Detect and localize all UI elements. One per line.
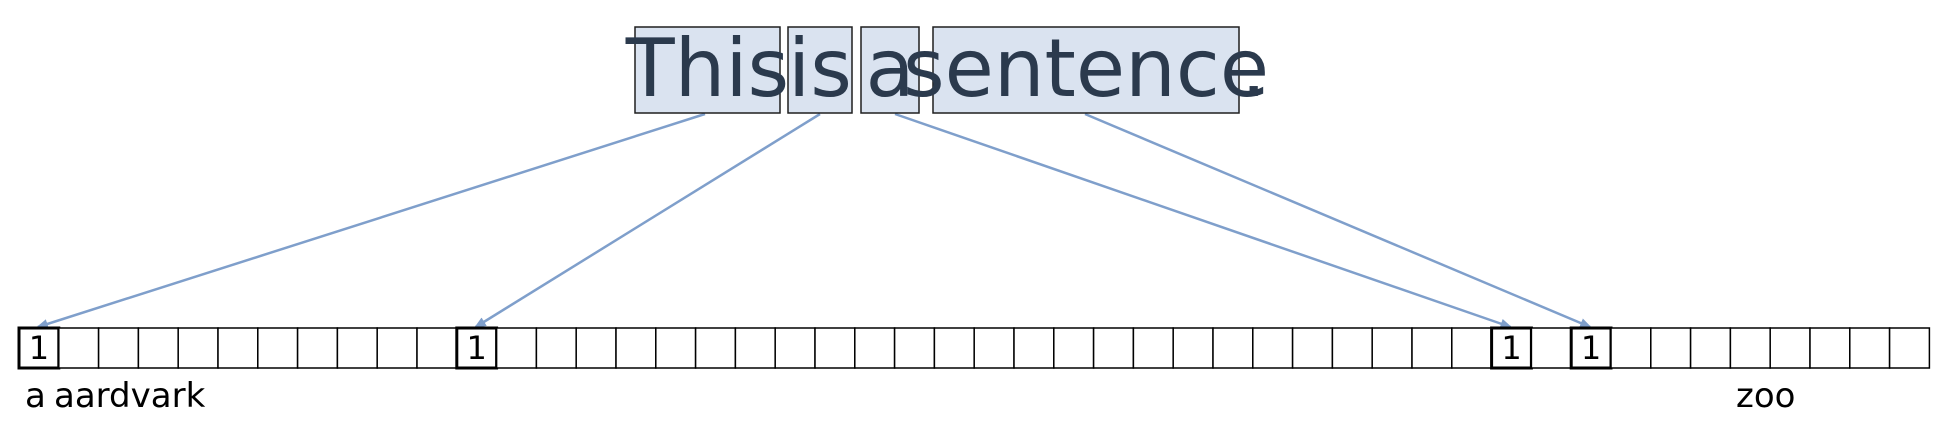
vector-cell-hot	[1569, 326, 1613, 370]
vector-cell-value: 1	[1501, 329, 1521, 367]
vector-cell	[137, 327, 179, 369]
vector-cell	[1013, 327, 1055, 369]
vector-cell	[1053, 327, 1095, 369]
vector-cell	[217, 327, 259, 369]
word-box	[860, 26, 920, 114]
vector-cell	[1092, 327, 1135, 369]
word-box	[787, 26, 853, 114]
word-to-cell-arrow	[35, 112, 706, 329]
vector-cell-value: 1	[29, 329, 49, 367]
word-box	[634, 26, 781, 114]
vector-cell	[694, 327, 737, 369]
word-to-cell-arrow	[473, 112, 821, 329]
vector-cell	[575, 327, 617, 369]
vector-cell	[1291, 327, 1334, 369]
vector-cell	[257, 327, 299, 369]
word-box	[932, 26, 1240, 114]
vector-cell	[1411, 327, 1453, 369]
vector-cell	[336, 327, 378, 369]
vector-cell-value: 1	[467, 329, 487, 367]
sentence: This is a sentence .	[625, 22, 1269, 115]
vocab-labels: a aardvark zoo	[25, 376, 1795, 416]
vector-cell	[893, 327, 936, 369]
vector-cell	[1212, 327, 1254, 369]
word-a: a	[860, 22, 920, 115]
vocab-label-first: a	[25, 376, 46, 416]
vector-cell	[1172, 327, 1214, 369]
vector-cell	[1610, 327, 1652, 369]
vector-cell	[774, 327, 816, 369]
vector-cell	[1689, 327, 1732, 369]
word-this: This	[625, 22, 789, 115]
vector-cell	[854, 327, 896, 369]
vector-cell	[296, 327, 339, 369]
word-text: sentence	[903, 22, 1269, 115]
vector-cell	[177, 327, 219, 369]
vocab-label-second: aardvark	[54, 376, 206, 416]
vector-cell	[1132, 327, 1174, 369]
vector-cell-value: 1	[1581, 329, 1601, 367]
vector-cell	[933, 327, 975, 369]
vector-cell	[97, 327, 140, 369]
vector-cell	[1849, 327, 1891, 369]
vector-cell	[1371, 327, 1413, 369]
vector-cell	[1888, 327, 1931, 369]
vector-cell	[1252, 327, 1294, 369]
word-is: is	[787, 22, 853, 115]
vector-cell-hot	[17, 326, 61, 370]
word-to-cell-arrow	[1084, 112, 1592, 329]
word-sentence: sentence	[903, 22, 1269, 115]
vector-cell	[1331, 327, 1373, 369]
word-text: a	[865, 22, 914, 115]
vector-cell	[734, 327, 776, 369]
vector-cell	[58, 327, 100, 369]
vector-cell	[495, 327, 538, 369]
vector-cell	[814, 327, 856, 369]
vector-cell	[615, 327, 657, 369]
vector-cell	[376, 327, 418, 369]
vector-cell	[535, 327, 577, 369]
vector-cell	[1769, 327, 1811, 369]
vector-cell	[1729, 327, 1771, 369]
word-to-cell-arrow	[894, 112, 1513, 329]
vector-cell	[1530, 327, 1572, 369]
vector-cell	[416, 327, 458, 369]
vector-cell	[1650, 327, 1692, 369]
one-hot-vector: 1 1 1 1	[17, 326, 1931, 370]
vector-cell	[1451, 327, 1493, 369]
vocab-label-last: zoo	[1736, 376, 1795, 416]
vector-cell-hot	[455, 326, 499, 370]
vector-cell	[1809, 327, 1851, 369]
sentence-period: .	[1241, 22, 1266, 115]
vector-cell	[655, 327, 697, 369]
word-text: is	[788, 22, 852, 115]
word-text: This	[625, 22, 789, 115]
vector-cell	[973, 327, 1015, 369]
word-to-cell-arrows	[35, 112, 1592, 329]
